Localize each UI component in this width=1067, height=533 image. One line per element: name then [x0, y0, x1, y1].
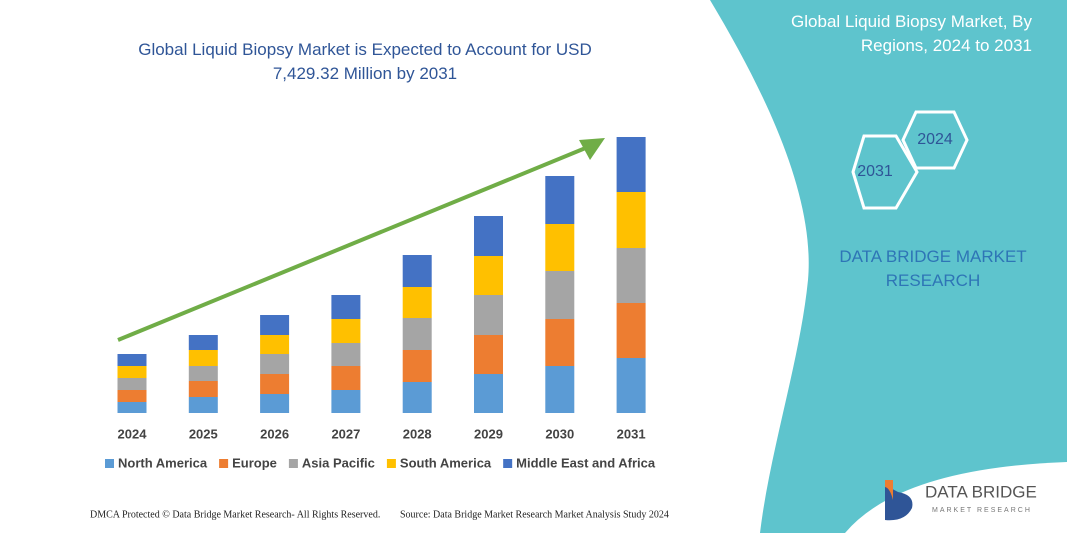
chart-title: Global Liquid Biopsy Market is Expected …: [138, 40, 592, 83]
bar-segment: [117, 354, 147, 366]
x-tick-label: 2031: [617, 426, 646, 441]
bar-segment: [402, 318, 432, 350]
bar-segment: [616, 248, 646, 303]
footer-right: Source: Data Bridge Market Research Mark…: [400, 509, 669, 520]
bar-segment: [117, 378, 147, 390]
bar-segment: [331, 319, 361, 343]
bar-segment: [474, 216, 503, 256]
bar-segment: [474, 256, 503, 295]
bar-segment: [188, 366, 218, 381]
legend-label: Asia Pacific: [302, 455, 375, 470]
footer-left: DMCA Protected © Data Bridge Market Rese…: [90, 509, 380, 520]
x-tick-label: 2027: [331, 426, 360, 441]
bar-segment: [402, 287, 432, 318]
logo-name: DATA BRIDGE: [925, 482, 1037, 501]
legend-swatch: [219, 459, 229, 468]
x-tick-label: 2026: [260, 426, 289, 441]
bar-segment: [188, 397, 218, 413]
legend-label: South America: [400, 455, 492, 470]
bar-segment: [260, 394, 290, 413]
trend-arrow: [117, 145, 589, 342]
bar-segment: [331, 295, 361, 319]
x-tick-label: 2030: [545, 426, 574, 441]
bar-segment: [474, 374, 503, 413]
bar-segment: [545, 319, 575, 366]
bar-segment: [260, 315, 290, 335]
legend-swatch: [105, 459, 114, 468]
logo-icon: [885, 480, 893, 500]
legend-label: North America: [118, 455, 208, 470]
hexagon: [901, 110, 969, 170]
trend-arrow-head: [579, 138, 605, 160]
bar-segment: [616, 303, 646, 358]
bar-segment: [616, 358, 646, 413]
x-tick-label: 2025: [189, 426, 218, 441]
legend-label: Europe: [232, 455, 277, 470]
bar-segment: [331, 343, 361, 366]
bar-segment: [260, 374, 290, 394]
bar-segment: [402, 255, 432, 287]
bar-segment: [545, 176, 575, 224]
legend-swatch: [288, 459, 298, 468]
bar-segment: [616, 137, 646, 192]
x-tick-label: 2028: [403, 426, 432, 441]
hexagon-label: 2031: [857, 163, 893, 180]
brand: DATA BRIDGE MARKET RESEARCH: [839, 247, 1027, 290]
bar-segment: [188, 350, 218, 366]
bar-segment: [616, 192, 646, 248]
bar-segment: [117, 366, 147, 378]
x-tick-label: 2024: [118, 426, 148, 441]
bar-segment: [117, 402, 147, 413]
hexagon: [851, 134, 919, 210]
bar-segment: [474, 335, 503, 374]
logo-sub: MARKET RESEARCH: [932, 507, 1032, 514]
bar-segment: [474, 295, 503, 335]
bar-segment: [260, 354, 290, 374]
bar-segment: [331, 366, 361, 390]
bar-segment: [117, 390, 147, 402]
bar-segment: [260, 335, 290, 354]
bar-segment: [545, 366, 575, 413]
legend-swatch: [386, 459, 396, 468]
bar-segment: [188, 335, 218, 350]
panel-title: Global Liquid Biopsy Market, By Regions,…: [791, 12, 1032, 55]
x-tick-label: 2029: [474, 426, 503, 441]
legend-swatch: [503, 459, 513, 468]
hexagon-label: 2024: [917, 131, 953, 148]
bar-segment: [402, 350, 432, 382]
bar-segment: [545, 224, 575, 271]
legend-label: Middle East and Africa: [516, 455, 656, 470]
bar-segment: [331, 390, 361, 413]
bar-segment: [545, 271, 575, 319]
bar-segment: [402, 382, 432, 413]
bar-segment: [188, 381, 218, 397]
side-panel: [710, 0, 1067, 533]
